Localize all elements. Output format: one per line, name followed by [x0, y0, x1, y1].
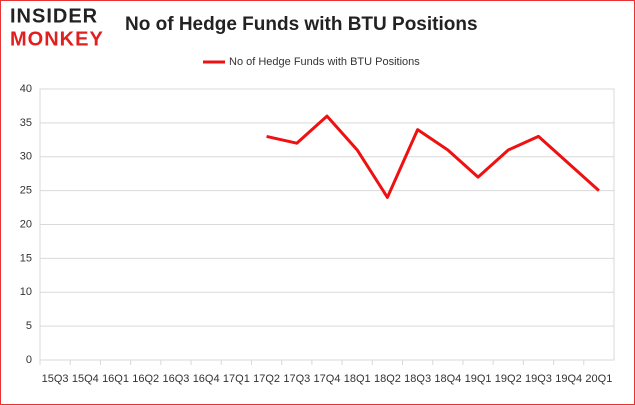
x-tick-label: 18Q3	[404, 373, 431, 385]
plot-border	[39, 88, 615, 361]
legend-label: No of Hedge Funds with BTU Positions	[229, 56, 420, 68]
y-tick-label: 35	[20, 117, 32, 129]
x-tick-label: 16Q1	[102, 373, 129, 385]
x-tick-label: 18Q4	[434, 373, 461, 385]
logo-top: INSIDER	[10, 5, 98, 27]
y-tick-label: 40	[20, 83, 32, 95]
x-tick-label: 18Q2	[374, 373, 401, 385]
x-tick-label: 17Q4	[314, 373, 341, 385]
y-tick-label: 30	[20, 151, 32, 163]
x-tick-label: 17Q2	[253, 373, 280, 385]
x-tick-label: 19Q1	[465, 373, 492, 385]
x-tick-label: 16Q4	[193, 373, 220, 385]
x-tick-label: 20Q1	[585, 373, 612, 385]
x-tick-label: 16Q2	[132, 373, 159, 385]
y-tick-label: 25	[20, 185, 32, 197]
x-tick-label: 19Q3	[525, 373, 552, 385]
x-tick-label: 17Q1	[223, 373, 250, 385]
chart-title: No of Hedge Funds with BTU Positions	[125, 14, 478, 35]
x-tick-label: 17Q3	[283, 373, 310, 385]
x-tick-label: 18Q1	[344, 373, 371, 385]
y-tick-label: 15	[20, 252, 32, 264]
y-tick-label: 10	[20, 286, 32, 298]
x-tick-label: 15Q4	[72, 373, 99, 385]
y-tick-label: 5	[26, 320, 32, 332]
y-tick-label: 0	[26, 354, 32, 366]
y-tick-label: 20	[20, 218, 32, 230]
series-line	[266, 114, 600, 199]
logo-bottom: MONKEY	[10, 28, 104, 50]
x-tick-label: 19Q2	[495, 373, 522, 385]
x-tick-label: 16Q3	[162, 373, 189, 385]
x-tick-label: 15Q3	[42, 373, 69, 385]
x-tick-label: 19Q4	[555, 373, 582, 385]
